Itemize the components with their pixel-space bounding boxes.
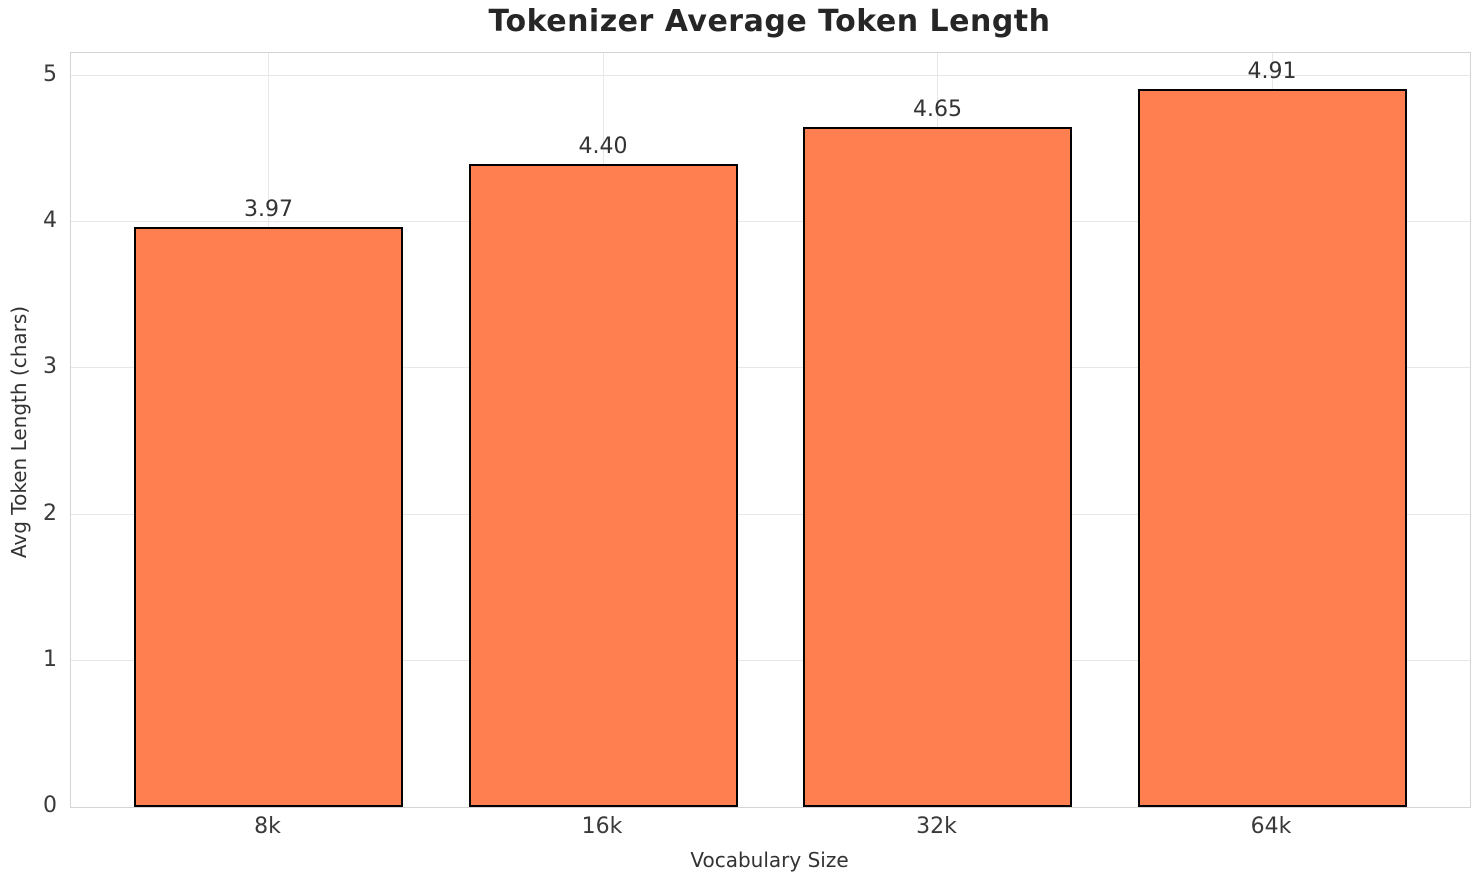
gridline-h [71,221,1470,223]
chart-title: Tokenizer Average Token Length [488,4,1051,39]
y-tick-label: 1 [43,646,57,672]
bar-value-label: 4.40 [578,133,628,159]
bar-value-label: 4.91 [1247,59,1297,85]
bar-value-label: 3.97 [244,196,293,222]
bar-32k [803,127,1072,807]
x-tick-label: 16k [581,814,623,839]
y-axis-label: Avg Token Length (chars) [7,305,31,559]
gridline-h [71,513,1470,515]
x-tick-label: 8k [254,814,281,839]
y-tick-label: 3 [43,354,57,380]
bar-16k [468,163,738,807]
y-tick-label: 2 [43,500,57,526]
bar-64k [1137,89,1407,807]
y-tick-label: 0 [43,793,57,818]
x-tick-label: 32k [916,814,957,839]
bar-8k [134,226,403,807]
y-tick-label: 4 [43,208,57,234]
gridline-h [71,659,1470,661]
gridline-h [71,367,1470,369]
bar-value-label: 4.65 [913,97,962,123]
gridline-h [71,75,1470,76]
plot-area: 3.97 4.40 4.65 4.91 [70,52,1471,808]
x-axis-label: Vocabulary Size [690,848,849,872]
x-tick-label: 64k [1250,814,1292,839]
y-tick-label: 5 [43,62,57,87]
